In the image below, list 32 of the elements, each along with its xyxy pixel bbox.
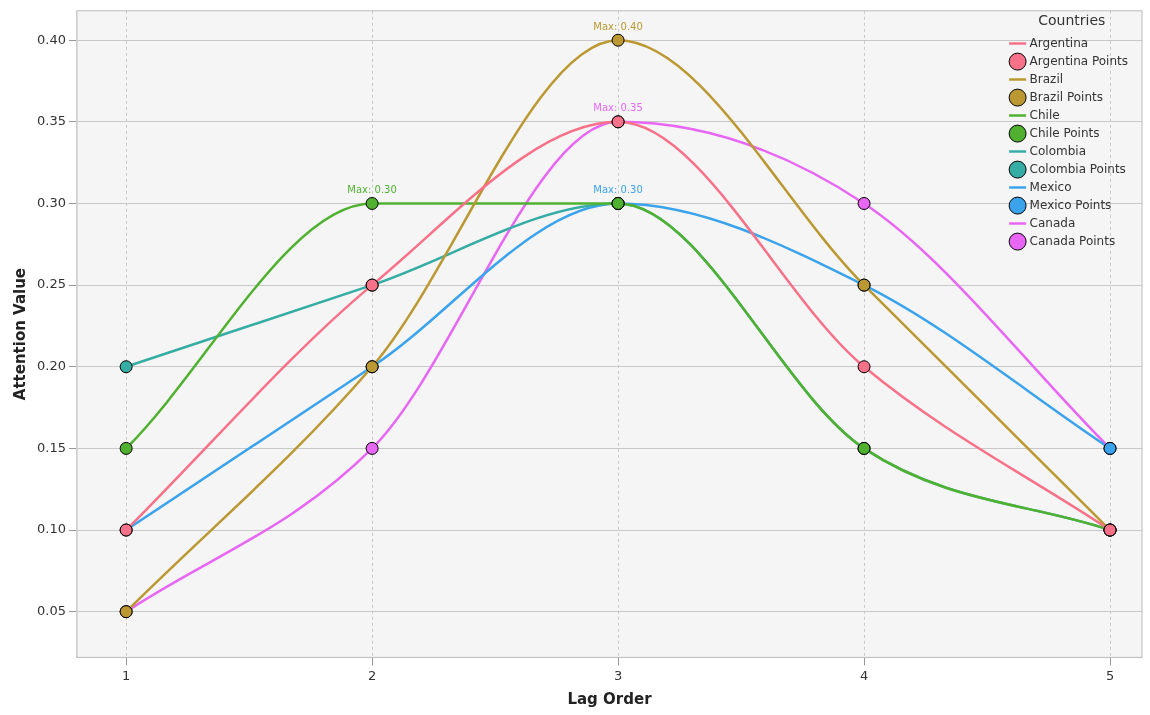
- y-axis-title: Attention Value: [10, 267, 29, 401]
- x-axis-title: Lag Order: [567, 689, 653, 708]
- y-tick-label: 0.30: [36, 194, 66, 210]
- x-tick-label: 3: [613, 667, 623, 683]
- legend-label: Mexico: [1029, 179, 1072, 194]
- legend-label: Canada: [1029, 215, 1076, 230]
- data-label: Max: 0.35: [593, 102, 643, 114]
- data-label: Max: 0.30: [593, 184, 643, 196]
- legend-label: Argentina: [1029, 35, 1089, 50]
- y-tick-label: 0.20: [36, 358, 66, 374]
- legend-label: Chile: [1029, 107, 1060, 122]
- y-tick-label: 0.05: [36, 603, 66, 619]
- y-tick-label: 0.40: [36, 31, 66, 47]
- x-tick-label: 5: [1105, 667, 1115, 683]
- y-tick-label: 0.25: [36, 276, 66, 292]
- x-tick-label: 4: [859, 667, 869, 683]
- y-tick-label: 0.35: [36, 113, 66, 129]
- legend-label: Argentina Points: [1029, 53, 1129, 68]
- legend-label: Chile Points: [1029, 125, 1100, 140]
- legend-label: Mexico Points: [1029, 197, 1112, 212]
- legend-title: Countries: [1038, 12, 1106, 29]
- x-tick-label: 1: [122, 667, 131, 683]
- legend-label: Brazil Points: [1029, 89, 1103, 104]
- legend-label: Colombia: [1029, 143, 1086, 158]
- data-label: Max: 0.40: [593, 20, 643, 32]
- legend-label: Canada Points: [1029, 233, 1116, 248]
- legend-label: Brazil: [1029, 71, 1064, 86]
- x-tick-label: 2: [367, 667, 377, 683]
- y-tick-label: 0.15: [36, 439, 66, 455]
- y-tick-label: 0.10: [36, 521, 66, 537]
- data-label: Max: 0.30: [347, 184, 397, 196]
- legend-label: Colombia Points: [1029, 161, 1126, 176]
